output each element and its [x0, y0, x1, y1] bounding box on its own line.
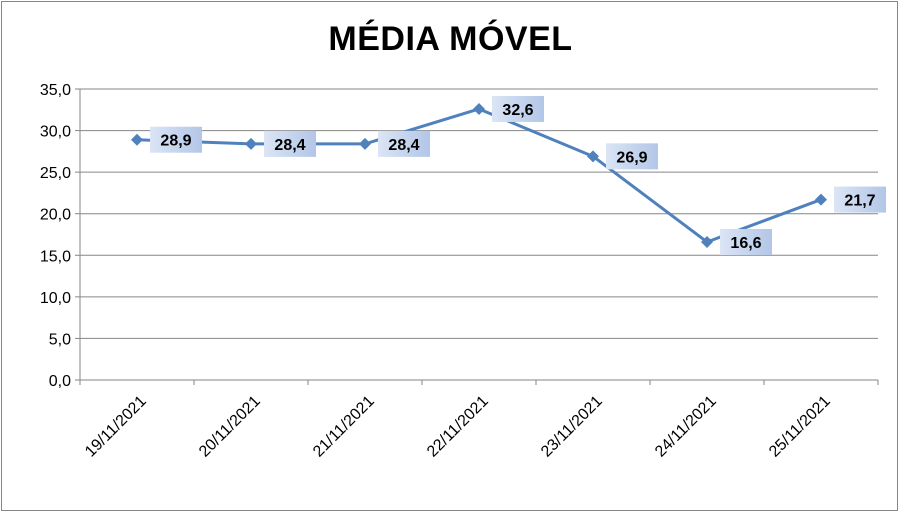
y-tick-label: 35,0 [40, 82, 71, 99]
data-label-box [720, 228, 772, 255]
data-point-marker [815, 193, 827, 206]
data-point-marker [359, 137, 371, 150]
y-tick-label: 20,0 [40, 207, 71, 224]
data-label: 26,9 [616, 149, 647, 166]
y-tick-label: 15,0 [40, 248, 71, 265]
y-tick-label: 0,0 [49, 373, 71, 390]
data-label: 21,7 [844, 193, 875, 210]
data-label: 28,4 [388, 137, 419, 154]
data-label-box [606, 143, 658, 170]
y-tick-label: 25,0 [40, 165, 71, 182]
data-label-box [834, 186, 886, 213]
data-point-marker [473, 102, 485, 115]
data-point-marker [131, 133, 143, 146]
data-point-marker [245, 137, 257, 150]
x-tick-label: 21/11/2021 [310, 393, 378, 461]
y-axis-ticks: 0,0 5,0 10,0 15,0 20,0 25,0 30,0 35,0 [40, 82, 71, 390]
chart-title: MÉDIA MÓVEL [328, 20, 573, 58]
data-label-box [150, 126, 202, 153]
x-tick-label: 25/11/2021 [766, 393, 834, 461]
data-label-box [378, 130, 430, 157]
y-tick-label: 5,0 [49, 331, 71, 348]
x-tick-label: 19/11/2021 [82, 393, 150, 461]
data-label-box [492, 95, 544, 122]
series-polyline [136, 107, 822, 244]
y-tick-label: 10,0 [40, 290, 71, 307]
x-tick-label: 22/11/2021 [424, 393, 492, 461]
x-tick-label: 20/11/2021 [196, 393, 264, 461]
x-tick-label: 23/11/2021 [538, 393, 606, 461]
data-point-marker [587, 150, 599, 163]
data-label: 16,6 [730, 235, 761, 252]
series-line [131, 102, 827, 248]
x-tick-label: 24/11/2021 [652, 393, 720, 461]
gridlines [80, 88, 878, 339]
data-label: 28,4 [274, 137, 305, 154]
y-tick-label: 30,0 [40, 124, 71, 141]
data-label: 32,6 [502, 102, 533, 119]
data-label: 28,9 [160, 133, 191, 150]
x-axis-ticks: 19/11/2021 20/11/2021 21/11/2021 22/11/2021… [82, 393, 834, 461]
data-labels: 28,9 28,4 28,4 32,6 26,9 16,6 21,7 [150, 95, 886, 255]
data-label-box [264, 130, 316, 157]
data-point-marker [701, 235, 713, 248]
axes [75, 88, 879, 385]
